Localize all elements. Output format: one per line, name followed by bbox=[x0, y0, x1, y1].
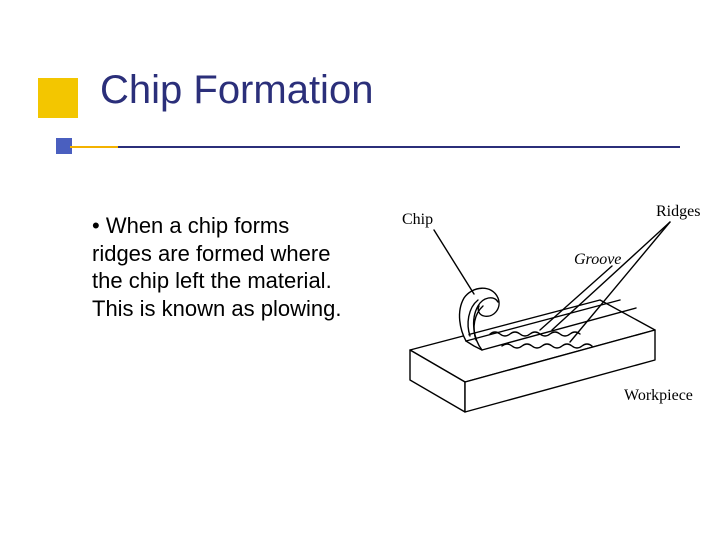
chip-formation-diagram: Chip Ridges Groove Workpiece bbox=[370, 190, 710, 440]
title-underline-accent bbox=[70, 146, 118, 148]
label-workpiece: Workpiece bbox=[624, 387, 693, 404]
label-ridges: Ridges bbox=[656, 203, 700, 220]
bullet-text: • When a chip forms ridges are formed wh… bbox=[92, 212, 352, 322]
label-groove: Groove bbox=[574, 251, 621, 268]
title-underline bbox=[70, 146, 680, 148]
accent-square-yellow bbox=[38, 78, 78, 118]
slide-title: Chip Formation bbox=[100, 68, 373, 113]
label-chip: Chip bbox=[402, 211, 433, 228]
